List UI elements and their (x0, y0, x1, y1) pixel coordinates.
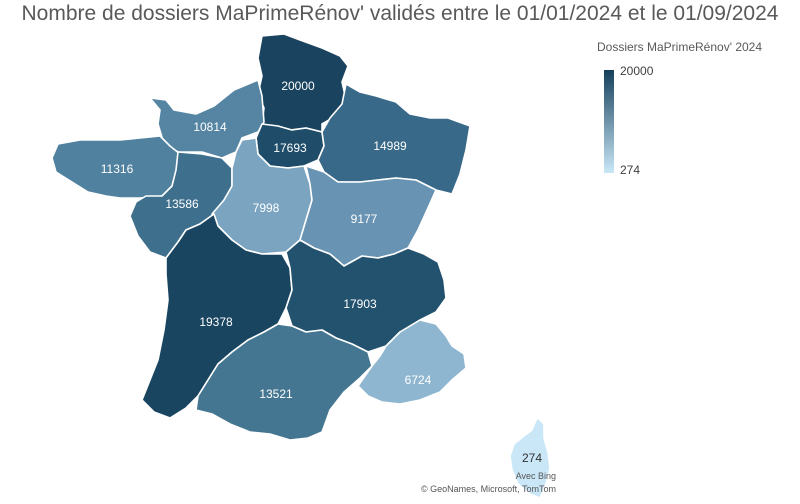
legend-title: Dossiers MaPrimeRénov' 2024 (597, 40, 763, 54)
legend-max-label: 20000 (620, 64, 654, 78)
region-provence-alpes-cote-d-azur[interactable] (357, 319, 467, 405)
legend-gradient-bar (604, 70, 614, 173)
value-label-hauts-de-france: 20000 (281, 79, 315, 93)
value-label-ile-de-france: 17693 (273, 141, 307, 155)
attribution-bing: Avec Bing (515, 471, 556, 481)
value-label-bourgogne-franche-comte: 9177 (350, 212, 378, 226)
value-label-nouvelle-aquitaine: 19378 (199, 315, 233, 329)
value-label-normandie: 10814 (193, 120, 227, 134)
value-label-corse: 274 (521, 451, 543, 465)
legend-min-label: 274 (620, 163, 641, 177)
value-label-auvergne-rhone-alpes: 17903 (343, 297, 377, 311)
region-occitanie[interactable] (195, 323, 373, 441)
value-label-bretagne: 11316 (100, 162, 134, 176)
value-label-pays-de-la-loire: 13586 (165, 197, 199, 211)
value-label-occitanie: 13521 (259, 387, 293, 401)
region-corse[interactable] (509, 417, 551, 499)
map-title: Nombre de dossiers MaPrimeRénov' validés… (21, 2, 779, 25)
value-label-provence-alpes-cote-d-azur: 6724 (404, 373, 432, 387)
value-label-centre-val-de-loire: 7998 (252, 201, 280, 215)
value-label-grand-est: 14989 (373, 139, 407, 153)
attribution-sources: © GeoNames, Microsoft, TomTom (421, 484, 556, 494)
